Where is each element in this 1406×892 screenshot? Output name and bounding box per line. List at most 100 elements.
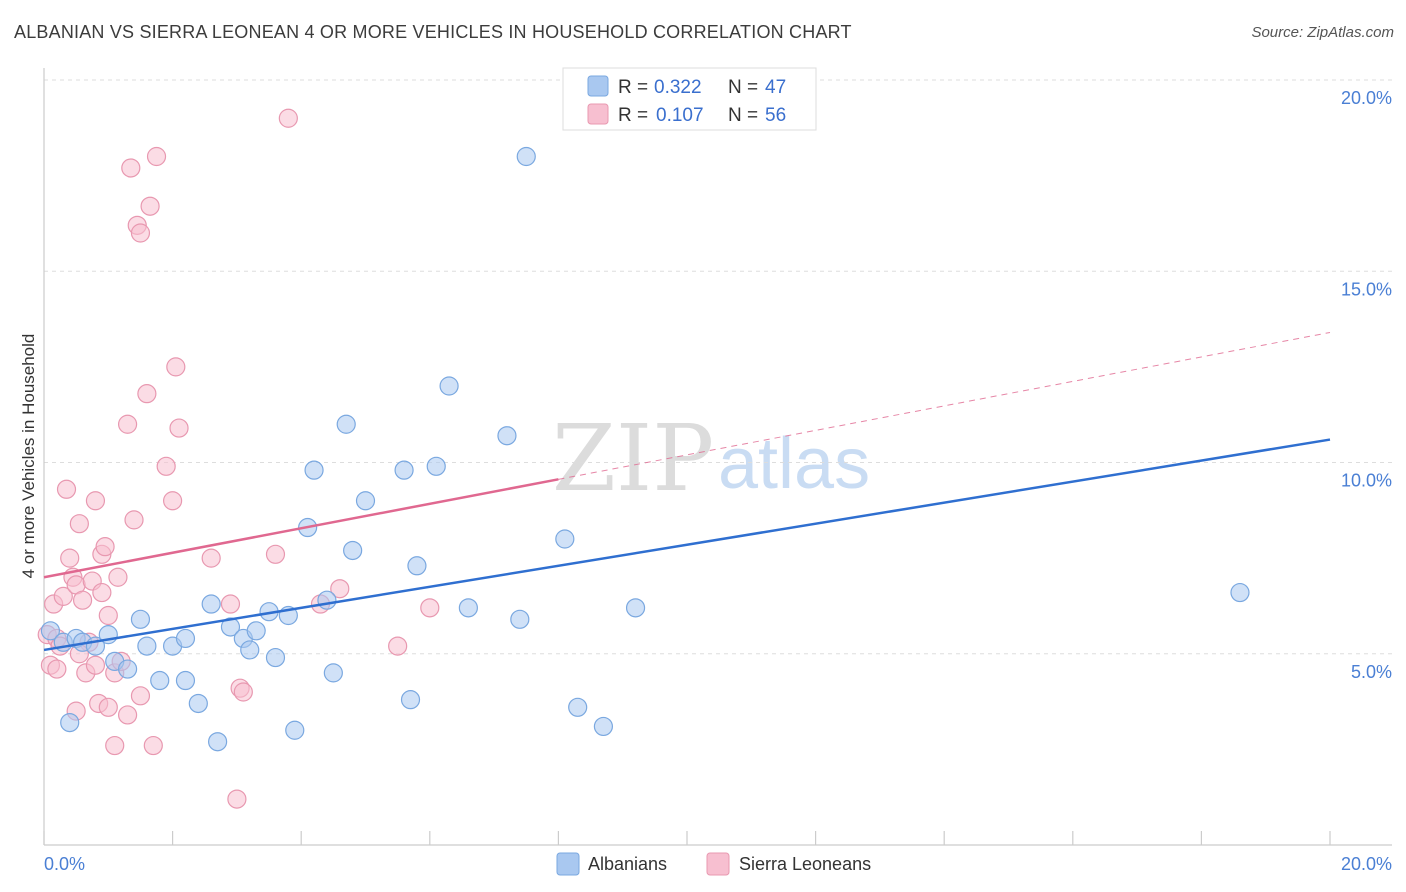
grid	[44, 79, 1392, 655]
legend-r-value-2: 0.107	[656, 105, 704, 126]
legend-r-value-1: 0.322	[654, 77, 702, 98]
albanian-point	[175, 628, 196, 649]
legend-swatch-blue	[587, 75, 609, 97]
sierra-leonean-point	[53, 586, 73, 606]
sierra-leonean-point	[388, 636, 408, 656]
sierra-leonean-point	[60, 548, 80, 568]
sierra-leonean-point	[220, 594, 241, 614]
albanian-point	[246, 621, 266, 641]
sierra-leonean-point	[420, 598, 440, 618]
sierra-leonean-point	[233, 682, 253, 702]
albanian-point	[510, 609, 530, 629]
albanian-point	[426, 456, 446, 476]
sierra-leonean-point	[163, 491, 183, 511]
y-tick-labels: 5.0% 10.0% 15.0% 20.0%	[1341, 88, 1392, 682]
sierra-leonean-point	[124, 510, 144, 530]
sierra-leonean-point	[140, 196, 160, 216]
sierra-leonean-point	[98, 697, 118, 717]
legend-n-label-2: N =	[728, 105, 758, 126]
watermark: ZIP atlas	[552, 405, 870, 512]
sierra-leonean-point	[227, 789, 247, 809]
albanian-point	[625, 598, 646, 618]
bottom-legend-swatch-albanians	[556, 852, 580, 876]
sierra-leonean-point	[156, 456, 176, 476]
albanian-point	[265, 647, 286, 668]
albanian-point	[60, 712, 80, 733]
sierra-leonean-point	[98, 605, 118, 626]
legend-n-value-1: 47	[765, 77, 786, 98]
chart-title: ALBANIAN VS SIERRA LEONEAN 4 OR MORE VEH…	[14, 22, 852, 42]
sierra-leonean-point	[108, 567, 128, 587]
albanian-point	[208, 732, 228, 752]
albanian-point	[175, 670, 196, 691]
albanian-point	[150, 670, 170, 691]
albanian-point	[343, 540, 363, 561]
y-tick-label: 5.0%	[1351, 662, 1392, 682]
y-tick-label: 15.0%	[1341, 279, 1392, 299]
albanian-points	[40, 146, 1250, 752]
axes	[43, 68, 1392, 846]
top-legend: R = 0.322 N = 47 R = 0.107 N = 56	[562, 67, 817, 131]
sierra-leonean-point	[201, 548, 221, 568]
sierra-leonean-point	[47, 659, 67, 679]
albanian-point	[201, 594, 221, 614]
sierra-leonean-point	[85, 491, 106, 511]
x-ticks	[43, 831, 1331, 845]
sierra-leonean-point	[121, 158, 141, 178]
albanian-point	[1230, 582, 1250, 603]
bottom-legend-label-sierra-leoneans: Sierra Leoneans	[739, 854, 871, 874]
sierra-leonean-point	[85, 655, 106, 675]
legend-n-value-2: 56	[765, 105, 786, 126]
sierra-leonean-trend-line	[43, 478, 559, 579]
albanian-point	[323, 663, 343, 683]
y-tick-label: 10.0%	[1341, 471, 1392, 491]
albanian-point	[285, 720, 305, 740]
source-label: Source: ZipAtlas.com	[1251, 24, 1394, 41]
sierra-leonean-points	[37, 108, 440, 809]
albanian-point	[40, 621, 61, 641]
x-tick-label-min: 0.0%	[44, 854, 85, 874]
albanian-point	[555, 529, 575, 549]
albanian-point	[130, 609, 151, 629]
albanian-point	[394, 460, 414, 480]
sierra-leonean-point	[130, 223, 151, 243]
albanian-point	[407, 556, 427, 576]
albanian-point	[137, 636, 157, 656]
sierra-leonean-point	[130, 686, 151, 706]
sierra-leonean-point	[137, 384, 157, 404]
albanian-point	[400, 690, 421, 710]
sierra-leonean-point	[143, 735, 163, 756]
sierra-leonean-point	[169, 418, 189, 438]
watermark-atlas-text: atlas	[718, 424, 870, 504]
albanian-point	[317, 590, 337, 610]
watermark-zip-text: ZIP	[552, 405, 714, 512]
y-axis-label: 4 or more Vehicles in Household	[19, 334, 38, 579]
sierra-leonean-point	[95, 537, 115, 557]
sierra-leonean-point	[265, 544, 286, 564]
sierra-leonean-point	[69, 514, 89, 534]
albanian-point	[355, 491, 376, 511]
legend-n-label-1: N =	[728, 77, 758, 98]
bottom-legend: Albanians Sierra Leoneans	[556, 852, 871, 876]
bottom-legend-label-albanians: Albanians	[588, 854, 667, 874]
sierra-leonean-trend-line-extrapolated	[558, 331, 1331, 480]
sierra-leonean-point	[166, 357, 186, 377]
y-tick-label: 20.0%	[1341, 88, 1392, 108]
albanian-point	[336, 414, 356, 434]
albanian-point	[220, 617, 241, 637]
albanian-point	[568, 697, 588, 717]
legend-r-label-1: R =	[618, 77, 648, 98]
x-tick-label-max: 20.0%	[1341, 854, 1392, 874]
albanian-point	[458, 598, 478, 618]
legend-r-label-2: R =	[618, 105, 648, 126]
bottom-legend-swatch-sierra-leoneans	[706, 852, 730, 876]
sierra-leonean-point	[72, 590, 93, 610]
albanian-point	[240, 640, 260, 660]
legend-swatch-pink	[587, 103, 609, 125]
sierra-leonean-point	[56, 479, 77, 499]
albanian-point	[439, 376, 459, 396]
albanian-point	[188, 693, 208, 714]
albanian-point	[593, 716, 614, 737]
sierra-leonean-point	[146, 146, 167, 167]
